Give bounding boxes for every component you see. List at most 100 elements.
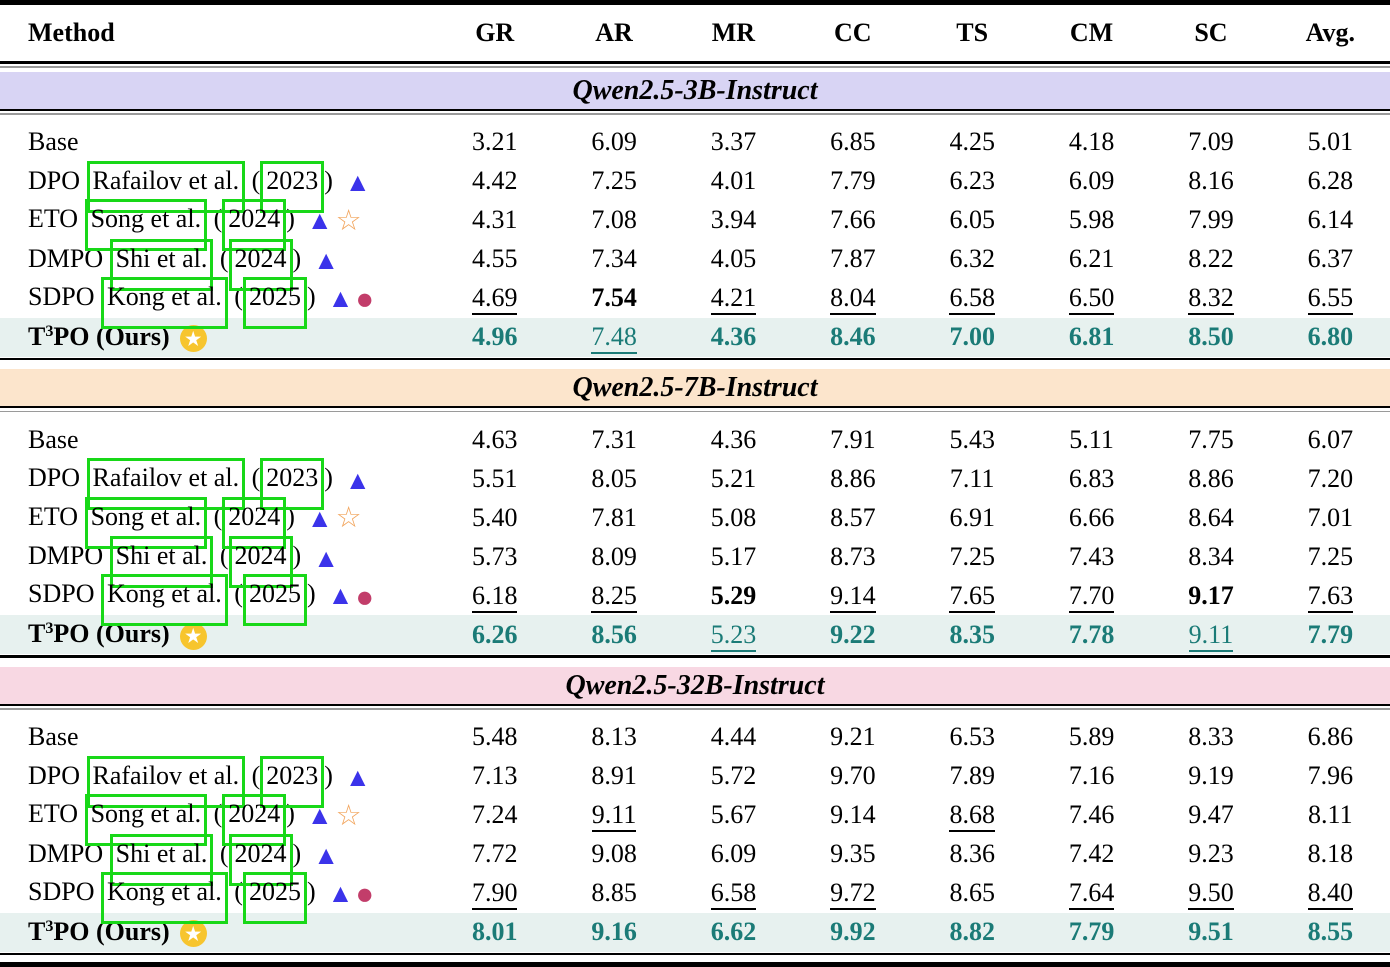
section-separator [0, 357, 1390, 360]
citation-year-link[interactable]: 2024 [228, 238, 293, 291]
method-cell: SDPO Kong et al. (2025) ▲● [0, 574, 435, 627]
citation-year-link[interactable]: 2024 [228, 833, 293, 886]
citation-year-link[interactable]: 2024 [222, 794, 287, 847]
score-value: 8.13 [591, 722, 637, 751]
score-cell: 7.89 [913, 761, 1032, 791]
triangle-icon: ▲ [327, 283, 354, 313]
score-cell: 7.79 [793, 166, 912, 196]
score-value: 9.50 [1188, 878, 1234, 910]
table-header-row: Method GR AR MR CC TS CM SC Avg. [0, 5, 1390, 61]
score-cell: 7.96 [1271, 761, 1390, 791]
score-cell: 5.67 [674, 800, 793, 830]
score-cell: 9.47 [1151, 800, 1270, 830]
score-value: 5.17 [710, 541, 757, 571]
score-value: 6.09 [710, 839, 757, 868]
table-row: DPO Rafailov et al. (2023) ▲ 7.13 8.91 5.72 9… [0, 755, 1390, 808]
score-cell: 5.23 [674, 619, 793, 652]
score-cell: 5.21 [674, 464, 793, 494]
star-outline-icon: ☆ [335, 799, 362, 832]
citation-year-link[interactable]: 2024 [222, 199, 287, 252]
score-value: 8.16 [1188, 166, 1234, 195]
score-cell: 6.62 [674, 917, 793, 947]
score-cell: 7.11 [913, 464, 1032, 494]
circle-icon: ● [355, 876, 375, 912]
section-band-qwen32b: Qwen2.5-32B-Instruct [0, 666, 1390, 710]
header-rule [0, 61, 1390, 64]
triangle-icon: ▲ [306, 206, 333, 236]
citation-author-link[interactable]: Song et al. [84, 794, 208, 847]
score-value: 8.25 [591, 580, 637, 613]
score-value: 6.85 [830, 127, 876, 156]
score-value: 8.85 [591, 878, 637, 907]
score-cell: 8.56 [554, 620, 673, 650]
score-cell: 8.91 [554, 761, 673, 791]
table-row: DMPO Shi et al. (2024) ▲ 5.73 8.09 5.17 8.73 7… [0, 536, 1390, 589]
citation-year-link[interactable]: 2024 [222, 496, 287, 549]
score-cell: 4.69 [435, 283, 554, 315]
citation-year-link[interactable]: 2025 [242, 871, 307, 924]
score-cell: 8.22 [1151, 244, 1270, 274]
score-value: 7.01 [1307, 502, 1354, 532]
citation-author-link[interactable]: Shi et al. [109, 536, 214, 589]
citation-year-link[interactable]: 2023 [260, 160, 325, 213]
citation-author-link[interactable]: Rafailov et al. [86, 755, 246, 808]
score-value: 4.21 [710, 283, 757, 315]
citation-author-link[interactable]: Song et al. [84, 199, 208, 252]
score-value: 5.21 [710, 463, 757, 493]
score-value: 5.40 [471, 502, 518, 532]
score-cell: 7.65 [913, 580, 1032, 613]
score-value: 8.86 [1188, 463, 1234, 493]
score-cell: 4.01 [674, 166, 793, 196]
triangle-icon: ▲ [313, 841, 339, 871]
citation-author-link[interactable]: Shi et al. [109, 833, 214, 886]
citation-author-link[interactable]: Song et al. [84, 496, 208, 549]
score-cell: 9.72 [793, 878, 912, 910]
score-value: 6.62 [710, 917, 757, 946]
triangle-icon: ▲ [313, 543, 339, 573]
score-cell: 5.17 [674, 542, 793, 572]
score-cell: 9.51 [1151, 917, 1270, 947]
citation-author-link[interactable]: Rafailov et al. [86, 160, 246, 213]
score-value: 7.72 [471, 839, 518, 868]
score-cell: 8.73 [793, 542, 912, 572]
score-value: 7.87 [830, 244, 876, 273]
citation-year-link[interactable]: 2025 [242, 574, 307, 627]
score-value: 7.64 [1068, 878, 1115, 910]
score-value: 7.48 [591, 322, 637, 354]
score-value: 6.26 [471, 619, 518, 649]
score-value: 4.42 [471, 166, 518, 195]
score-cell: 6.85 [793, 127, 912, 157]
column-header-ts: TS [956, 18, 989, 47]
score-value: 7.25 [1307, 541, 1354, 571]
score-cell: 5.48 [435, 722, 554, 752]
citation-author-link[interactable]: Kong et al. [100, 574, 228, 627]
method-cell: ETO Song et al. (2024) ▲ ☆ [0, 496, 435, 549]
citation-year-link[interactable]: 2023 [260, 458, 325, 511]
score-value: 7.25 [949, 541, 995, 571]
score-cell: 5.72 [674, 761, 793, 791]
score-value: 7.11 [949, 463, 995, 493]
citation-author-link[interactable]: Kong et al. [100, 871, 228, 924]
citation-year-link[interactable]: 2024 [228, 536, 293, 589]
score-cell: 8.85 [554, 878, 673, 908]
score-value: 9.11 [591, 800, 637, 832]
citation-author-link[interactable]: Kong et al. [100, 276, 228, 329]
score-value: 6.09 [591, 127, 637, 156]
score-value: 8.68 [949, 800, 995, 832]
score-cell: 4.21 [674, 283, 793, 315]
score-cell: 7.42 [1032, 839, 1151, 869]
citation-author-link[interactable]: Rafailov et al. [86, 458, 246, 511]
citation-author-link[interactable]: Shi et al. [109, 238, 214, 291]
score-value: 6.32 [949, 244, 995, 273]
citation-year-link[interactable]: 2023 [260, 755, 325, 808]
table-row: DPO Rafailov et al. (2023) ▲ 5.51 8.05 5.21 8… [0, 458, 1390, 511]
score-cell: 6.58 [913, 283, 1032, 315]
method-label: DPO [28, 760, 81, 790]
score-value: 7.25 [591, 166, 637, 195]
citation-year-link[interactable]: 2025 [242, 276, 307, 329]
score-value: 5.67 [710, 800, 757, 829]
score-cell: 4.44 [674, 722, 793, 752]
score-cell: 4.36 [674, 425, 793, 455]
score-value: 6.80 [1307, 322, 1354, 351]
